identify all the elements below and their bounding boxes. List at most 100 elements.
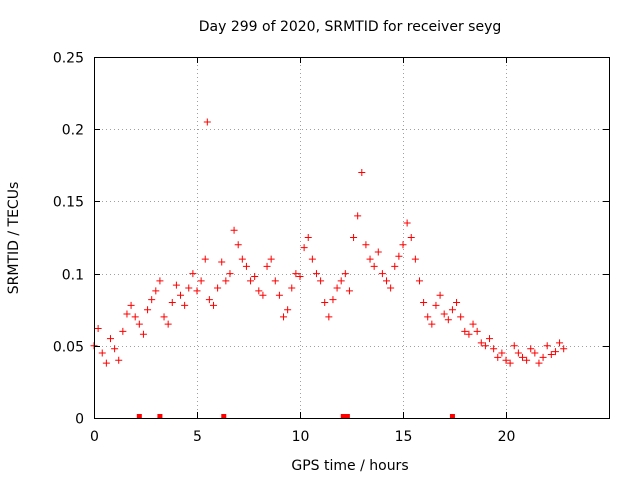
data-point [403, 219, 411, 227]
data-point [407, 234, 415, 241]
data-point [556, 339, 564, 347]
data-point [106, 335, 114, 343]
x-axis-label: GPS time / hours [291, 458, 408, 474]
data-point [543, 342, 551, 350]
data-point [457, 313, 465, 321]
data-point [411, 255, 419, 263]
data-point [222, 277, 230, 285]
data-point [535, 359, 543, 367]
data-point [527, 345, 535, 353]
flag-marker [221, 414, 227, 419]
data-point [436, 291, 444, 299]
data-point [267, 255, 275, 263]
data-point [486, 335, 494, 343]
data-point [203, 118, 211, 126]
data-point [354, 212, 362, 220]
data-point [135, 320, 143, 328]
data-point [131, 313, 139, 321]
data-point [296, 272, 304, 280]
data-point [98, 349, 106, 357]
data-point [247, 277, 255, 285]
data-point [275, 291, 283, 299]
data-point [399, 241, 407, 249]
data-point [477, 339, 485, 347]
x-tick-label: 5 [193, 429, 202, 445]
data-point [312, 270, 320, 278]
data-point [119, 327, 127, 335]
data-point [453, 298, 461, 306]
data-point [201, 255, 209, 263]
data-point [148, 296, 156, 304]
data-point [494, 353, 502, 361]
data-point [366, 255, 374, 263]
data-point [185, 284, 193, 292]
data-point [181, 301, 189, 309]
plot-frame [94, 57, 610, 419]
data-point [226, 270, 234, 278]
y-tick-label: 0 [75, 412, 84, 428]
x-tick-label: 15 [395, 429, 413, 445]
data-point [473, 327, 481, 335]
y-tick-label: 0.15 [53, 195, 84, 211]
data-point [230, 226, 238, 234]
data-point [300, 244, 308, 252]
data-point [263, 262, 271, 270]
data-point [490, 345, 498, 353]
data-point [152, 287, 160, 295]
data-point [168, 298, 176, 306]
y-tick-label: 0.1 [62, 268, 84, 284]
data-point [317, 277, 325, 285]
data-point [469, 320, 477, 328]
x-tick-label: 10 [292, 429, 310, 445]
data-point [189, 270, 197, 278]
data-point [370, 262, 378, 270]
data-point [350, 234, 358, 241]
data-point [280, 313, 288, 321]
data-point [325, 313, 333, 321]
data-point [197, 277, 205, 285]
data-point [415, 277, 423, 285]
data-point [383, 277, 391, 285]
data-point [271, 277, 279, 285]
data-point [362, 241, 370, 249]
flag-marker [344, 414, 350, 419]
data-point [177, 291, 185, 299]
data-point [337, 277, 345, 285]
flag-marker [136, 414, 142, 419]
data-point [255, 287, 263, 295]
data-point [292, 270, 300, 278]
data-points [90, 118, 568, 367]
data-point [391, 262, 399, 270]
data-point [284, 306, 292, 314]
data-point [242, 262, 250, 270]
data-point [432, 301, 440, 309]
flag-markers [136, 414, 455, 419]
data-point [531, 349, 539, 357]
data-point [127, 301, 135, 309]
data-point [218, 258, 226, 266]
data-point [502, 356, 510, 364]
data-point [378, 270, 386, 278]
data-point [160, 313, 168, 321]
data-point [123, 310, 131, 318]
data-point [111, 345, 119, 353]
data-point [341, 270, 349, 278]
data-point [321, 298, 329, 306]
data-point [102, 359, 110, 367]
data-point [374, 248, 382, 256]
x-tick-label: 0 [90, 429, 99, 445]
data-point [94, 324, 102, 332]
data-point [214, 284, 222, 292]
data-point [387, 284, 395, 292]
data-point [259, 291, 267, 299]
data-point [444, 316, 452, 324]
data-point [172, 281, 180, 289]
chart-title: Day 299 of 2020, SRMTID for receiver sey… [199, 19, 502, 35]
data-point [560, 345, 568, 353]
data-point [164, 320, 172, 328]
y-tick-label: 0.2 [62, 123, 84, 139]
data-point [395, 252, 403, 260]
data-point [523, 356, 531, 364]
data-point [506, 359, 514, 367]
